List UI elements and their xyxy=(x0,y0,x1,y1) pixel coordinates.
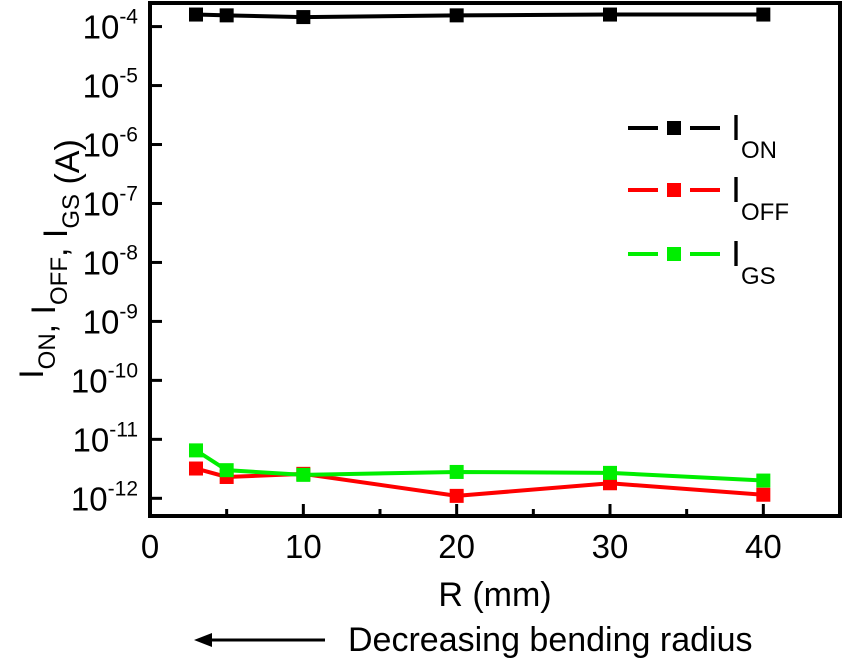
x-axis-ticks: 0 10 20 30 40 xyxy=(141,504,782,565)
data-point xyxy=(756,473,771,488)
series-layer xyxy=(189,7,771,503)
legend-marker xyxy=(667,247,681,261)
data-point xyxy=(219,8,234,23)
y-tick-label: 10-7 xyxy=(83,182,138,222)
y-axis-title: ION, IOFF, IGS (A) xyxy=(13,139,87,379)
data-point xyxy=(603,465,617,480)
x-tick-label: 10 xyxy=(285,528,322,565)
legend-label: IOFF xyxy=(731,169,789,226)
x-tick-label: 40 xyxy=(745,528,782,565)
legend: ION IOFF IGS xyxy=(628,107,789,290)
data-point xyxy=(296,467,311,482)
data-point xyxy=(449,488,464,503)
y-tick-label: 10-6 xyxy=(83,124,138,164)
data-point xyxy=(296,10,311,25)
x-tick-label: 30 xyxy=(592,528,629,565)
data-point xyxy=(219,463,234,478)
plot-frame xyxy=(148,1,842,518)
x-axis-title: R (mm) xyxy=(438,576,551,614)
y-tick-label: 10-9 xyxy=(83,300,138,340)
legend-item-on: ION xyxy=(628,107,777,164)
annotation-arrow xyxy=(194,633,325,647)
series-line xyxy=(195,12,764,20)
legend-item-gs: IGS xyxy=(628,233,776,290)
y-axis-ticks: 10-12 10-11 10-10 10-9 10-8 10-7 10-6 10-5 10-4 xyxy=(71,6,162,517)
series-off xyxy=(189,461,771,503)
y-tick-label: 10-10 xyxy=(71,359,138,399)
legend-marker xyxy=(667,121,681,135)
x-tick-label: 20 xyxy=(438,528,475,565)
legend-item-off: IOFF xyxy=(628,169,789,226)
svg-text:ION, IOFF, IGS (A): ION, IOFF, IGS (A) xyxy=(13,139,87,379)
data-point xyxy=(756,487,771,502)
data-point xyxy=(756,7,771,22)
data-point xyxy=(449,464,464,479)
y-tick-label: 10-11 xyxy=(72,418,138,458)
data-point xyxy=(189,7,203,22)
y-tick-label: 10-12 xyxy=(71,477,138,517)
legend-label: ION xyxy=(731,107,777,164)
x-tick-label: 0 xyxy=(141,528,159,565)
legend-marker xyxy=(667,183,681,197)
data-point xyxy=(189,443,203,458)
series-on xyxy=(189,7,771,25)
data-point xyxy=(603,7,617,22)
data-point xyxy=(449,8,464,23)
y-tick-label: 10-8 xyxy=(83,241,138,281)
y-tick-label: 10-5 xyxy=(83,65,138,105)
series-gs xyxy=(189,443,771,488)
data-point xyxy=(189,461,203,476)
annotation-text: Decreasing bending radius xyxy=(348,621,752,659)
y-tick-label: 10-4 xyxy=(83,6,139,46)
legend-label: IGS xyxy=(731,233,776,290)
